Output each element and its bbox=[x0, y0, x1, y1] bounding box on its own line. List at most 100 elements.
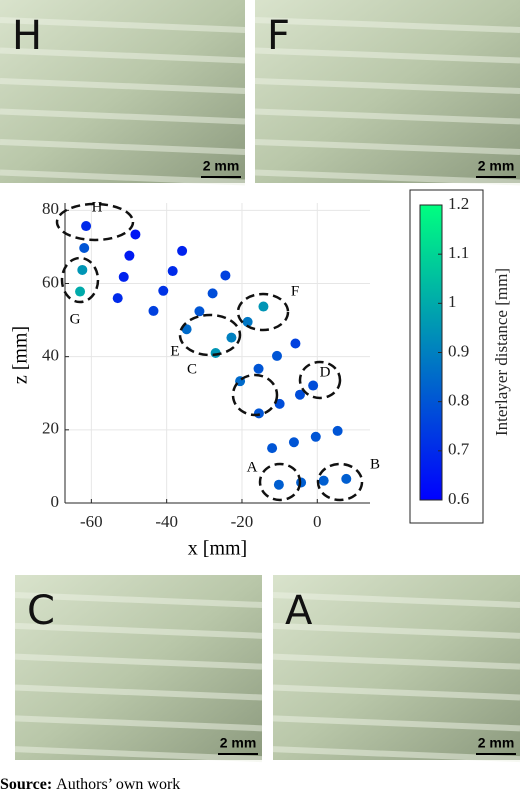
colorbar-tick-label: 0.9 bbox=[448, 341, 469, 360]
photo-texture bbox=[272, 622, 520, 639]
point bbox=[124, 250, 135, 261]
point bbox=[207, 288, 218, 299]
point bbox=[112, 293, 123, 304]
point bbox=[194, 306, 205, 317]
point bbox=[79, 243, 90, 253]
photo-texture bbox=[14, 684, 263, 701]
colorbar-tick-label: 1.2 bbox=[448, 194, 469, 213]
x-tick-label: -60 bbox=[80, 512, 103, 531]
photo-texture bbox=[254, 139, 520, 155]
colorbar-frame bbox=[409, 189, 484, 524]
point bbox=[81, 221, 92, 232]
point bbox=[332, 425, 343, 436]
photo-texture bbox=[14, 622, 263, 639]
region-label: A bbox=[247, 459, 258, 475]
photo-texture bbox=[272, 684, 520, 701]
region-outline bbox=[316, 462, 364, 502]
photo-texture bbox=[272, 592, 520, 608]
region-label: B bbox=[370, 456, 380, 472]
photo-texture bbox=[254, 108, 520, 125]
source: Source: Authors’ own work bbox=[0, 776, 180, 793]
point bbox=[294, 389, 305, 400]
panel-label: A bbox=[285, 588, 313, 634]
point bbox=[130, 229, 141, 240]
panel-label: F bbox=[267, 13, 290, 59]
y-tick-label: 0 bbox=[51, 492, 60, 511]
x-axis-label: x [mm] bbox=[188, 538, 247, 560]
region-label: F bbox=[291, 283, 299, 299]
colorbar-tick-label: 1 bbox=[448, 292, 457, 311]
point bbox=[288, 437, 299, 448]
region-outline bbox=[55, 202, 135, 242]
point bbox=[148, 305, 159, 316]
photo-texture bbox=[272, 746, 520, 763]
photo-texture bbox=[0, 17, 246, 33]
region-label: G bbox=[70, 311, 81, 327]
y-tick-label: 40 bbox=[42, 346, 59, 365]
colorbar-tick-label: 1.1 bbox=[448, 243, 469, 262]
point bbox=[318, 475, 329, 486]
region-label: C bbox=[187, 361, 197, 377]
colorbar-tick-label: 0.8 bbox=[448, 391, 469, 410]
panel-label: H bbox=[12, 13, 42, 59]
region-outline bbox=[231, 373, 279, 417]
region-label: E bbox=[170, 343, 179, 359]
scale-label: 2 mm bbox=[203, 158, 240, 174]
region-outline bbox=[258, 462, 302, 502]
point bbox=[118, 271, 129, 282]
y-tick-label: 60 bbox=[42, 272, 59, 291]
point bbox=[226, 332, 237, 343]
colorbar-tick-label: 0.7 bbox=[448, 440, 470, 459]
photo-texture bbox=[14, 746, 263, 763]
point bbox=[75, 286, 86, 297]
photo-texture bbox=[14, 592, 263, 608]
region-label: D bbox=[320, 364, 331, 380]
y-axis-label: z [mm] bbox=[10, 326, 32, 384]
scale-label: 2 mm bbox=[220, 735, 257, 751]
y-tick-label: 80 bbox=[42, 199, 59, 218]
photo-texture bbox=[254, 78, 520, 94]
panel-label: C bbox=[27, 588, 55, 634]
x-tick-label: -20 bbox=[231, 512, 254, 531]
photo-texture bbox=[0, 169, 246, 186]
point bbox=[77, 264, 88, 275]
point bbox=[341, 473, 352, 484]
photo-texture bbox=[0, 78, 246, 94]
region-outline bbox=[60, 256, 100, 304]
photo-texture bbox=[254, 169, 520, 186]
point bbox=[167, 266, 178, 277]
point bbox=[220, 270, 231, 281]
point bbox=[267, 443, 278, 454]
region-outline bbox=[298, 360, 342, 400]
photo-texture bbox=[254, 17, 520, 33]
source-text: Authors’ own work bbox=[56, 776, 180, 793]
photo-texture bbox=[272, 715, 520, 732]
point bbox=[158, 285, 169, 296]
point bbox=[258, 301, 269, 312]
y-tick-label: 20 bbox=[42, 419, 59, 438]
point bbox=[253, 363, 264, 374]
colorbar-label: Interlayer distance [mm] bbox=[492, 268, 511, 436]
point bbox=[253, 408, 264, 419]
scale-label: 2 mm bbox=[478, 158, 515, 174]
point bbox=[273, 479, 284, 490]
photo-texture bbox=[0, 108, 246, 125]
point bbox=[242, 316, 253, 327]
photo-texture bbox=[272, 653, 520, 670]
x-tick-label: -40 bbox=[155, 512, 178, 531]
point bbox=[290, 338, 301, 349]
point bbox=[310, 431, 321, 442]
photo-texture bbox=[14, 653, 263, 670]
source-label: Source: bbox=[0, 776, 52, 793]
colorbar-tick-label: 0.6 bbox=[448, 489, 469, 508]
region-label: H bbox=[92, 199, 103, 215]
photo-texture bbox=[0, 139, 246, 155]
region-outline bbox=[178, 313, 242, 357]
point bbox=[308, 380, 319, 391]
photo-texture bbox=[14, 715, 263, 732]
point bbox=[271, 350, 282, 361]
x-tick-label: 0 bbox=[313, 512, 322, 531]
region-outline bbox=[236, 292, 290, 332]
photo-texture bbox=[0, 47, 246, 64]
